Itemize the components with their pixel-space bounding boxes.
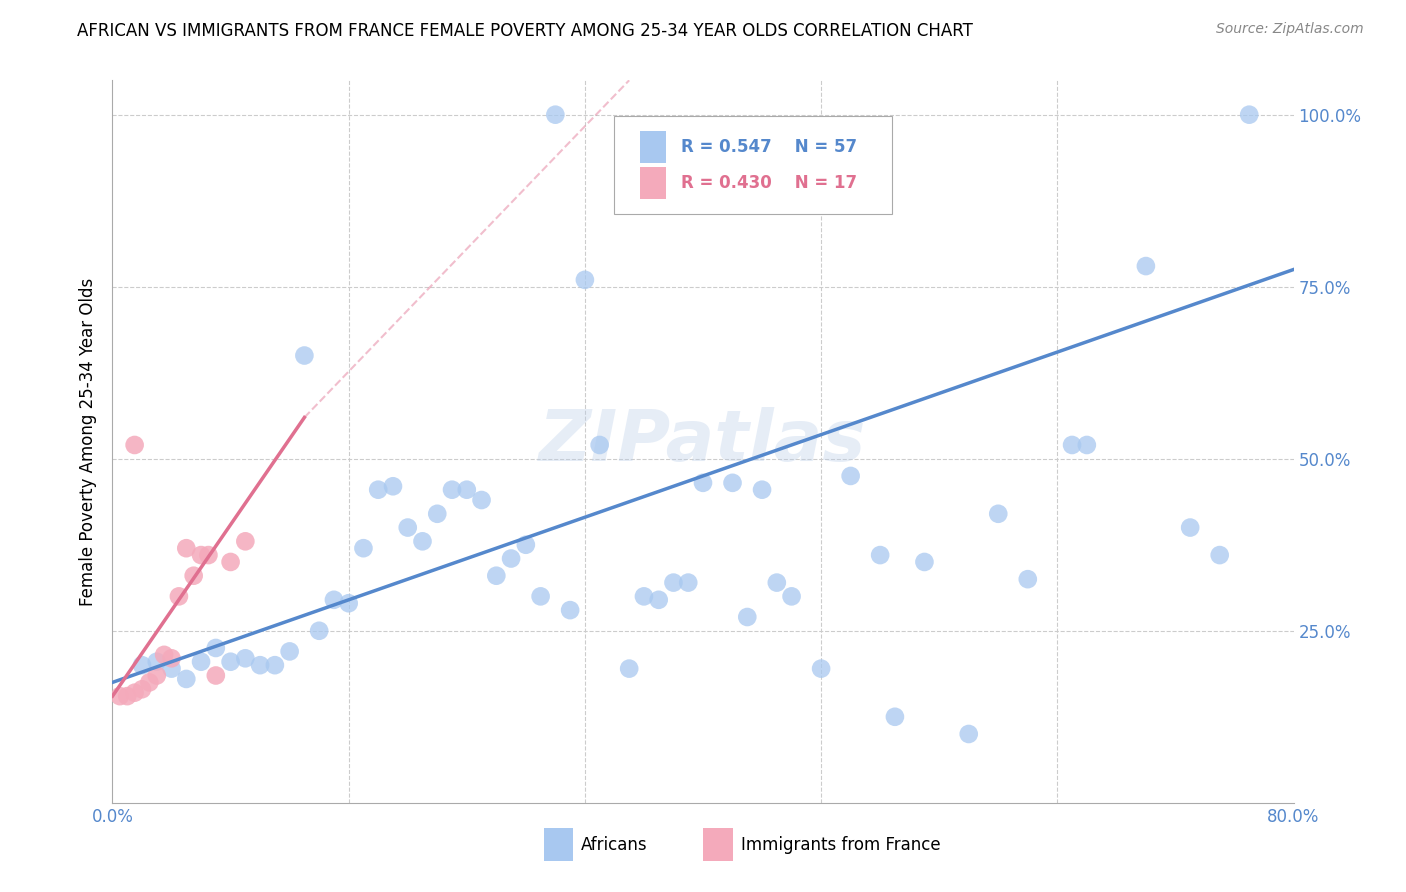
Point: [678, 575, 700, 590]
Point: [197, 548, 219, 562]
Point: [352, 541, 374, 556]
Point: [957, 727, 980, 741]
Bar: [703, 828, 733, 861]
Point: [160, 662, 183, 676]
Point: [131, 658, 153, 673]
Point: [1178, 520, 1201, 534]
Point: [737, 610, 759, 624]
Point: [278, 644, 301, 658]
Point: [219, 555, 242, 569]
Point: [751, 483, 773, 497]
Point: [308, 624, 330, 638]
Point: [233, 651, 256, 665]
Point: [426, 507, 449, 521]
Point: [1208, 548, 1232, 562]
Text: Africans: Africans: [581, 836, 648, 854]
Point: [205, 640, 228, 655]
Point: [382, 479, 405, 493]
Point: [160, 651, 183, 665]
Point: [367, 483, 389, 497]
Point: [205, 668, 228, 682]
Point: [249, 658, 271, 673]
Point: [987, 507, 1010, 521]
Bar: [640, 131, 666, 163]
Bar: [640, 167, 666, 200]
Point: [124, 438, 146, 452]
Point: [219, 655, 242, 669]
Point: [766, 575, 789, 590]
Point: [190, 548, 212, 562]
Point: [146, 668, 169, 682]
Point: [411, 534, 433, 549]
Point: [574, 273, 596, 287]
Point: [869, 548, 891, 562]
Point: [292, 349, 315, 363]
Point: [529, 590, 551, 604]
Point: [396, 520, 419, 534]
Point: [721, 475, 744, 490]
Point: [441, 483, 464, 497]
Point: [124, 686, 146, 700]
Point: [1076, 438, 1098, 452]
Point: [884, 710, 907, 724]
Point: [183, 568, 205, 582]
Point: [515, 538, 537, 552]
Point: [501, 551, 523, 566]
Text: R = 0.547    N = 57: R = 0.547 N = 57: [681, 138, 856, 156]
Point: [456, 483, 478, 497]
Point: [692, 475, 714, 490]
Point: [167, 590, 190, 604]
Point: [138, 675, 160, 690]
Point: [588, 438, 610, 452]
Point: [174, 541, 197, 556]
Y-axis label: Female Poverty Among 25-34 Year Olds: Female Poverty Among 25-34 Year Olds: [79, 277, 97, 606]
Point: [337, 596, 360, 610]
Point: [174, 672, 197, 686]
Point: [647, 592, 671, 607]
Point: [108, 689, 131, 703]
Point: [544, 108, 567, 122]
Point: [264, 658, 287, 673]
Point: [662, 575, 685, 590]
Point: [633, 590, 655, 604]
Point: [914, 555, 936, 569]
Text: Immigrants from France: Immigrants from France: [741, 836, 941, 854]
Point: [780, 590, 803, 604]
Point: [233, 534, 256, 549]
Point: [470, 493, 494, 508]
Point: [558, 603, 582, 617]
Point: [146, 655, 169, 669]
Text: ZIPatlas: ZIPatlas: [540, 407, 866, 476]
Point: [117, 689, 138, 703]
Point: [1239, 108, 1261, 122]
FancyBboxPatch shape: [614, 117, 891, 214]
Bar: [544, 828, 574, 861]
Point: [323, 592, 346, 607]
Text: AFRICAN VS IMMIGRANTS FROM FRANCE FEMALE POVERTY AMONG 25-34 YEAR OLDS CORRELATI: AFRICAN VS IMMIGRANTS FROM FRANCE FEMALE…: [77, 22, 973, 40]
Point: [619, 662, 641, 676]
Point: [810, 662, 832, 676]
Point: [839, 469, 862, 483]
Point: [485, 568, 508, 582]
Point: [1135, 259, 1157, 273]
Point: [1017, 572, 1039, 586]
Point: [190, 655, 212, 669]
Point: [1062, 438, 1084, 452]
Text: Source: ZipAtlas.com: Source: ZipAtlas.com: [1216, 22, 1364, 37]
Point: [153, 648, 176, 662]
Point: [131, 682, 153, 697]
Text: R = 0.430    N = 17: R = 0.430 N = 17: [681, 174, 856, 193]
